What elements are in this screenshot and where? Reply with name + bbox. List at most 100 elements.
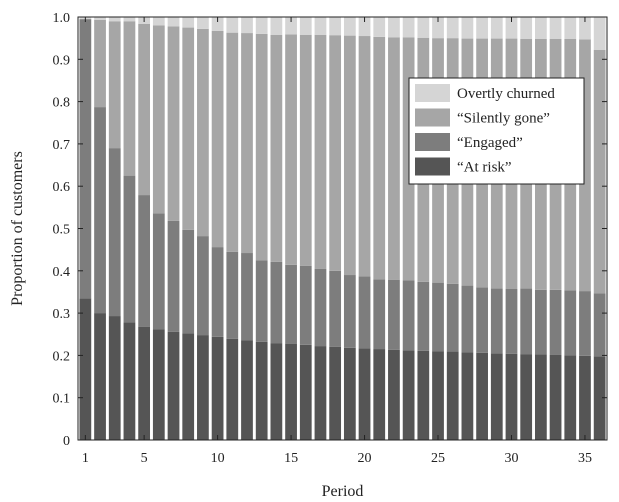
bar-segment-period-5-series-2 xyxy=(138,23,151,196)
bar-segment-period-9-series-2 xyxy=(197,28,209,237)
bar-segment-period-29-series-3 xyxy=(490,17,503,39)
bar-segment-period-3-series-3 xyxy=(108,17,121,22)
bar-segment-period-18-series-3 xyxy=(329,17,342,36)
bar-segment-period-35-series-1 xyxy=(579,291,591,356)
bar-segment-period-13-series-2 xyxy=(255,33,268,261)
y-tick-label: 0.8 xyxy=(53,96,71,111)
x-tick-label: 35 xyxy=(578,451,592,466)
bar-segment-period-27-series-3 xyxy=(461,17,474,39)
bar-segment-period-18-series-0 xyxy=(329,346,342,440)
bar-segment-period-28-series-3 xyxy=(476,17,488,39)
bar-segment-period-22-series-1 xyxy=(388,279,400,350)
bar-segment-period-27-series-1 xyxy=(461,285,474,353)
y-tick-label: 1.0 xyxy=(53,11,71,26)
bar-segment-period-10-series-0 xyxy=(211,336,224,440)
bar-segment-period-25-series-0 xyxy=(432,351,444,440)
bar-segment-period-24-series-1 xyxy=(417,281,430,351)
legend-swatch xyxy=(415,157,450,176)
bar-segment-period-14-series-2 xyxy=(270,34,283,262)
bar-segment-period-15-series-1 xyxy=(285,264,297,344)
bar-segment-period-20-series-3 xyxy=(358,17,371,37)
bar-segment-period-16-series-3 xyxy=(299,17,312,35)
bar-segment-period-12-series-0 xyxy=(241,340,253,440)
bar-segment-period-21-series-0 xyxy=(373,349,386,440)
bar-segment-period-31-series-1 xyxy=(520,288,533,355)
bar-segment-period-6-series-3 xyxy=(152,17,165,26)
legend-label: Overtly churned xyxy=(457,86,555,102)
bar-segment-period-5-series-0 xyxy=(138,326,151,440)
bar-segment-period-31-series-0 xyxy=(520,354,533,440)
bar-segment-period-19-series-3 xyxy=(343,17,356,36)
bar-segment-period-34-series-3 xyxy=(564,17,577,39)
bar-segment-period-6-series-2 xyxy=(152,25,165,214)
bar-segment-period-23-series-3 xyxy=(402,17,415,38)
bar-segment-period-14-series-3 xyxy=(270,17,283,35)
y-tick-label: 0.6 xyxy=(53,180,71,195)
bar-segment-period-32-series-0 xyxy=(535,354,547,440)
bar-segment-period-30-series-3 xyxy=(505,17,518,39)
bar-segment-period-26-series-1 xyxy=(446,283,459,352)
x-tick-label: 15 xyxy=(284,451,298,466)
bar-segment-period-25-series-3 xyxy=(432,17,444,39)
bar-segment-period-36-series-2 xyxy=(593,49,606,294)
bar-segment-period-33-series-0 xyxy=(549,354,562,440)
bar-segment-period-11-series-3 xyxy=(226,17,239,33)
bar-segment-period-16-series-2 xyxy=(299,34,312,266)
bar-segment-period-8-series-3 xyxy=(182,17,195,28)
bar-segment-period-35-series-2 xyxy=(579,39,591,292)
bar-segment-period-4-series-1 xyxy=(123,175,136,323)
bar-segment-period-35-series-3 xyxy=(579,17,591,40)
bar-segment-period-7-series-3 xyxy=(167,17,180,27)
x-axis-label: Period xyxy=(322,483,364,500)
bar-segment-period-27-series-0 xyxy=(461,352,474,440)
x-tick-label: 1 xyxy=(82,451,89,466)
y-tick-label: 0 xyxy=(63,434,70,449)
bar-segment-period-8-series-1 xyxy=(182,229,195,334)
bar-segment-period-12-series-3 xyxy=(241,17,253,34)
bar-segment-period-28-series-1 xyxy=(476,287,488,353)
bar-segment-period-32-series-1 xyxy=(535,289,547,355)
bar-segment-period-11-series-0 xyxy=(226,338,239,440)
y-tick-label: 0.7 xyxy=(53,138,71,153)
bar-segment-period-15-series-0 xyxy=(285,343,297,440)
y-tick-label: 0.4 xyxy=(53,265,71,280)
bar-segment-period-1-series-0 xyxy=(79,298,92,440)
bar-segment-period-26-series-0 xyxy=(446,351,459,440)
bar-segment-period-2-series-3 xyxy=(94,17,106,20)
legend-label: “Silently gone” xyxy=(457,111,550,127)
bar-segment-period-22-series-3 xyxy=(388,17,400,38)
bar-segment-period-14-series-0 xyxy=(270,343,283,440)
bar-segment-period-30-series-1 xyxy=(505,288,518,354)
bar-segment-period-12-series-2 xyxy=(241,33,253,254)
bar-segment-period-9-series-3 xyxy=(197,17,209,29)
bar-segment-period-18-series-2 xyxy=(329,35,342,271)
y-axis-label: Proportion of customers xyxy=(9,151,26,306)
y-tick-label: 0.5 xyxy=(53,223,71,238)
legend-label: “At risk” xyxy=(457,160,512,176)
bar-segment-period-4-series-0 xyxy=(123,322,136,440)
legend-label: “Engaged” xyxy=(457,135,523,151)
bar-segment-period-19-series-0 xyxy=(343,347,356,440)
bar-segment-period-21-series-3 xyxy=(373,17,386,37)
bar-segment-period-17-series-3 xyxy=(314,17,327,35)
bar-segment-period-22-series-0 xyxy=(388,349,400,440)
x-tick-label: 25 xyxy=(431,451,445,466)
bar-segment-period-16-series-1 xyxy=(299,265,312,345)
bar-segment-period-10-series-2 xyxy=(211,30,224,248)
bar-segment-period-21-series-2 xyxy=(373,36,386,280)
y-tick-label: 0.3 xyxy=(53,307,71,322)
bar-segment-period-2-series-1 xyxy=(94,107,106,314)
bar-segment-period-13-series-1 xyxy=(255,260,268,342)
bar-segment-period-10-series-1 xyxy=(211,247,224,337)
bar-segment-period-36-series-0 xyxy=(593,356,606,440)
bar-segment-period-5-series-1 xyxy=(138,195,151,327)
bar-segment-period-2-series-2 xyxy=(94,19,106,108)
ticks-group: 00.10.20.30.40.50.60.70.80.91.01 5 10 15 20 2… xyxy=(53,11,607,466)
bar-segment-period-17-series-0 xyxy=(314,346,327,440)
bar-segment-period-34-series-0 xyxy=(564,355,577,440)
bar-segment-period-14-series-1 xyxy=(270,261,283,344)
bar-segment-period-36-series-3 xyxy=(593,17,606,50)
bar-segment-period-25-series-1 xyxy=(432,282,444,352)
bar-segment-period-18-series-1 xyxy=(329,270,342,347)
